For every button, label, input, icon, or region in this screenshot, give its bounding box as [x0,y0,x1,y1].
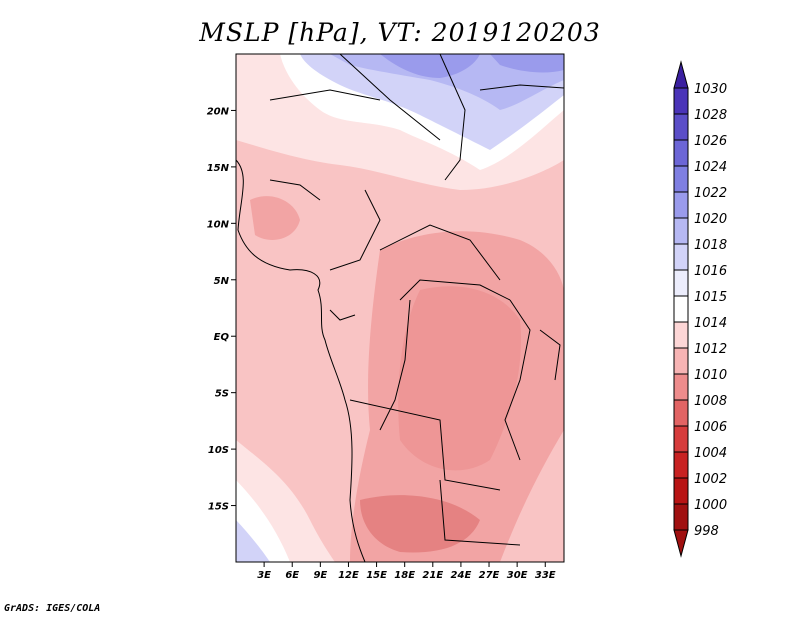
footer-credit: GrADS: IGES/COLA [4,603,101,614]
longitude-axis: 3E 6E 9E 12E 15E 18E 21E 24E 27E 30E 33E [257,562,556,581]
colorbar-level-label: 1018 [694,238,727,253]
map-frame [235,53,565,563]
colorbar-top-arrow [673,60,689,89]
lat-tick-label: EQ [214,332,230,343]
colorbar-swatch [673,477,689,505]
lon-tick-label: 3E [257,570,271,581]
lat-tick-label: 5S [215,389,229,400]
colorbar-level-label: 1015 [694,290,727,305]
colorbar-swatch [673,373,689,401]
colorbar-swatch [673,399,689,427]
lat-tick-label: 15N [207,163,230,174]
colorbar-level-label: 1030 [694,82,727,97]
colorbar-bottom-arrow [673,529,689,558]
colorbar-level-label: 1028 [694,108,727,123]
lon-tick-label: 33E [535,570,556,581]
lon-tick-label: 27E [479,570,500,581]
pressure-field [236,54,564,562]
lat-tick-label: 20N [207,106,230,117]
lon-tick-label: 18E [394,570,415,581]
colorbar-level-label: 1026 [694,134,727,149]
lon-tick-label: 30E [507,570,528,581]
colorbar-swatch [673,243,689,271]
colorbar-swatch [673,113,689,141]
colorbar-swatch [673,321,689,349]
colorbar-level-label: 1012 [694,342,727,357]
colorbar-swatch [673,269,689,297]
lat-tick-label: 10S [208,445,229,456]
lat-tick-label: 15S [208,502,229,513]
colorbar-level-label: 1020 [694,212,727,227]
lon-tick-label: 24E [451,570,472,581]
colorbar-level-label: 1022 [694,186,727,201]
colorbar-level-label: 1002 [694,472,727,487]
colorbar-level-label: 1014 [694,316,727,331]
lon-tick-label: 6E [285,570,299,581]
latitude-axis: 20N 15N 10N 5N EQ 5S 10S 15S [207,106,236,513]
colorbar-swatch [673,347,689,375]
colorbar-level-label: 1010 [694,368,727,383]
lat-tick-label: 10N [207,219,230,230]
lon-tick-label: 15E [366,570,387,581]
colorbar-level-label: 998 [694,524,719,539]
colorbar-swatch [673,191,689,219]
colorbar-swatch [673,87,689,115]
colorbar-level-label: 1004 [694,446,727,461]
colorbar: 1030 1028 1026 1024 1022 1020 1018 1016 1015 1014… [673,60,727,558]
lat-tick-label: 5N [214,276,230,287]
colorbar-level-label: 1000 [694,498,727,513]
colorbar-level-label: 1016 [694,264,727,279]
colorbar-level-label: 1024 [694,160,727,175]
colorbar-level-label: 1006 [694,420,727,435]
lon-tick-label: 9E [313,570,327,581]
colorbar-swatch [673,165,689,193]
colorbar-level-label: 1008 [694,394,727,409]
colorbar-swatch [673,139,689,167]
page-title: MSLP [hPa], VT: 2019120203 [199,18,601,47]
colorbar-swatch [673,425,689,453]
lon-tick-label: 21E [422,570,443,581]
lon-tick-label: 12E [338,570,359,581]
colorbar-swatch [673,295,689,323]
colorbar-swatch [673,451,689,479]
colorbar-swatch [673,217,689,245]
colorbar-swatch [673,503,689,531]
